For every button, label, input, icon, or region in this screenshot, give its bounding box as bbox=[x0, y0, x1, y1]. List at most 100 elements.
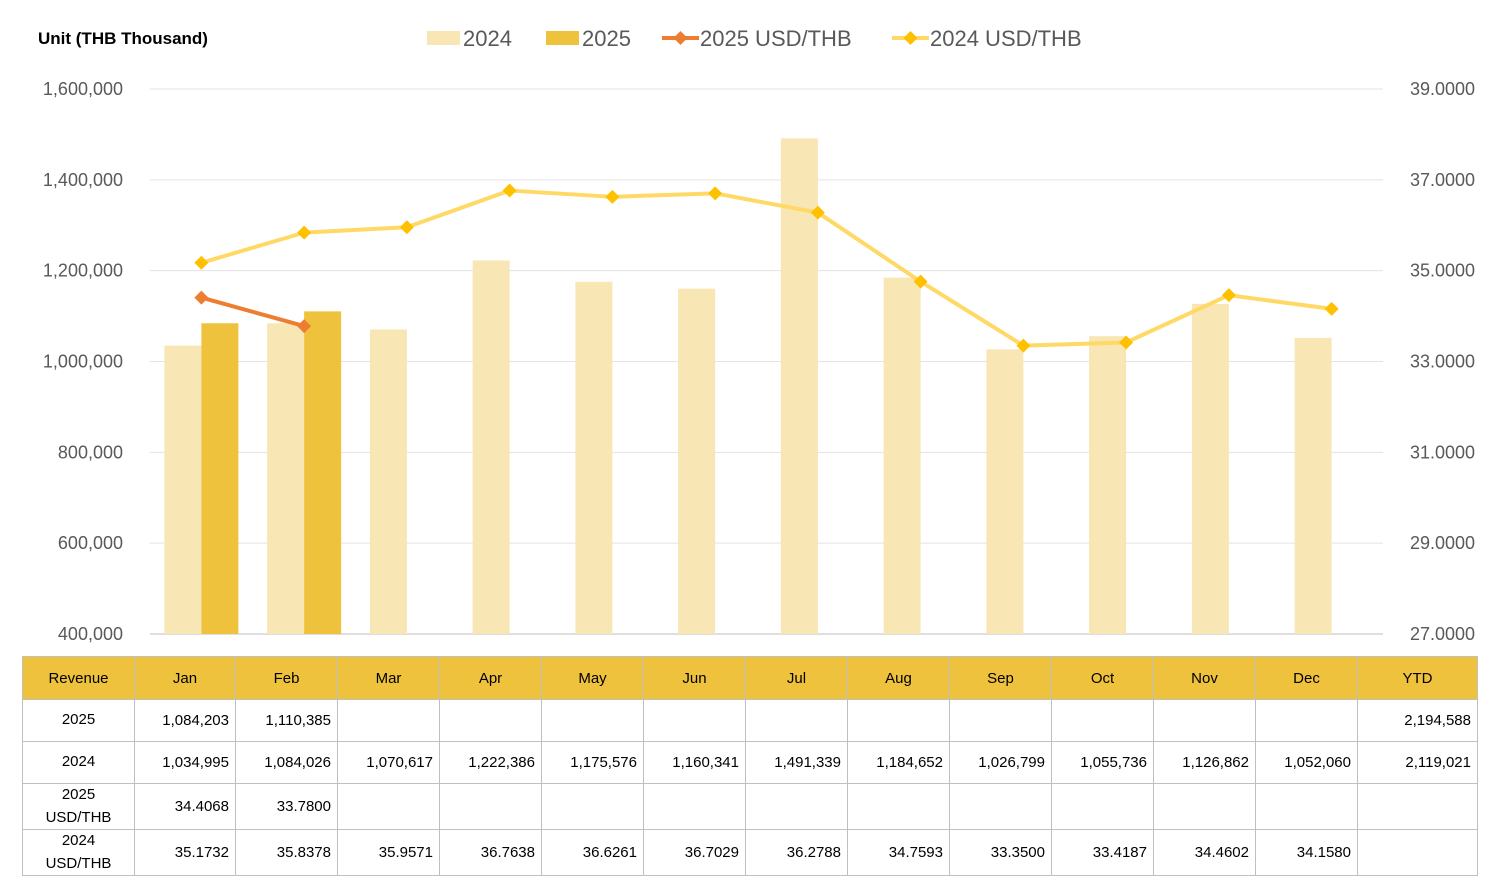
marker-2024-usd-thb-jan bbox=[194, 255, 209, 270]
marker-2024-usd-thb-mar bbox=[399, 220, 414, 235]
line-2024-usd-thb bbox=[200, 188, 1332, 348]
table-cell: 1,126,862 bbox=[1153, 741, 1256, 784]
revenue-exchange-rate-chart: Unit (THB Thousand) 2024 2025 2025 USD/T… bbox=[38, 26, 1475, 644]
table-cell: 1,184,652 bbox=[847, 741, 950, 784]
table-cell: 34.4068 bbox=[134, 783, 236, 830]
marker-2024-usd-thb-apr bbox=[502, 183, 517, 198]
table-cell: 1,052,060 bbox=[1255, 741, 1358, 784]
table-header-cell: Sep bbox=[949, 656, 1052, 700]
left-tick-label: 1,000,000 bbox=[43, 352, 123, 372]
table-row: 2025 1,084,203 1,110,385 2,194,588 bbox=[22, 699, 1478, 742]
table-header-cell: Nov bbox=[1153, 656, 1256, 700]
right-tick-label: 37.0000 bbox=[1410, 170, 1475, 190]
table-cell: 36.6261 bbox=[541, 829, 644, 876]
table-cell: 33.7800 bbox=[235, 783, 338, 830]
marker-2024-usd-thb-oct bbox=[1119, 335, 1134, 350]
table-cell: 34.7593 bbox=[847, 829, 950, 876]
table-header-cell: Dec bbox=[1255, 656, 1358, 700]
table-row-label: 2024 bbox=[22, 741, 135, 784]
table-cell bbox=[1255, 783, 1358, 830]
left-tick-label: 1,200,000 bbox=[43, 261, 123, 281]
table-cell: 35.9571 bbox=[337, 829, 440, 876]
table-row-label: 2024 USD/THB bbox=[22, 829, 135, 876]
right-tick-label: 31.0000 bbox=[1410, 442, 1475, 462]
bar-2024-oct bbox=[1089, 336, 1127, 634]
table-row: 2024 1,034,995 1,084,026 1,070,617 1,222,386… bbox=[22, 741, 1478, 784]
table-cell: 1,491,339 bbox=[745, 741, 848, 784]
table-cell: 1,084,203 bbox=[134, 699, 236, 742]
marker-2025-usd-thb-jan bbox=[194, 290, 209, 305]
table-row: 2025 USD/THB 34.4068 33.7800 bbox=[22, 783, 1478, 830]
table-header-cell: Oct bbox=[1051, 656, 1154, 700]
chart-legend: 2024 2025 2025 USD/THB 2024 USD/THB bbox=[427, 26, 1082, 51]
table-cell bbox=[643, 783, 746, 830]
bar-2024-jan bbox=[164, 345, 202, 634]
legend-marker-2024-usdthb bbox=[903, 31, 918, 45]
table-cell bbox=[439, 783, 542, 830]
table-cell: 2,119,021 bbox=[1357, 741, 1478, 784]
right-tick-label: 33.0000 bbox=[1410, 352, 1475, 372]
table-cell bbox=[745, 783, 848, 830]
table-cell: 34.4602 bbox=[1153, 829, 1256, 876]
table-cell bbox=[949, 699, 1052, 742]
table-header-cell: YTD bbox=[1357, 656, 1478, 700]
left-axis-ticks: 1,600,000 1,400,000 1,200,000 1,000,000 800,… bbox=[43, 79, 123, 644]
table-row-label: 2025 USD/THB bbox=[22, 783, 135, 830]
table-cell: 33.3500 bbox=[949, 829, 1052, 876]
line-2025-usd-thb bbox=[200, 295, 305, 329]
bar-2024-mar bbox=[369, 329, 407, 634]
bar-2025-feb bbox=[304, 311, 342, 634]
marker-2024-usd-thb-jul bbox=[810, 205, 825, 220]
bar-2024-dec bbox=[1294, 337, 1332, 634]
table-header-cell: Mar bbox=[337, 656, 440, 700]
legend-swatch-2025 bbox=[546, 31, 579, 45]
bar-2024-feb bbox=[267, 323, 305, 634]
line-series bbox=[194, 183, 1339, 353]
table-cell: 36.7029 bbox=[643, 829, 746, 876]
marker-2024-usd-thb-dec bbox=[1324, 301, 1339, 316]
left-tick-label: 800,000 bbox=[58, 442, 123, 462]
bar-2024-jun bbox=[678, 288, 716, 634]
table-cell bbox=[949, 783, 1052, 830]
table-header-cell: Revenue bbox=[22, 656, 135, 700]
table-header-cell: Aug bbox=[847, 656, 950, 700]
table-cell: 36.7638 bbox=[439, 829, 542, 876]
right-axis-ticks: 39.0000 37.0000 35.0000 33.0000 31.0000 29.00… bbox=[1410, 79, 1475, 644]
table-cell: 35.1732 bbox=[134, 829, 236, 876]
marker-2024-usd-thb-feb bbox=[297, 225, 312, 240]
bar-series bbox=[164, 138, 1332, 634]
left-tick-label: 1,600,000 bbox=[43, 79, 123, 99]
marker-2024-usd-thb-aug bbox=[913, 274, 928, 289]
right-tick-label: 27.0000 bbox=[1410, 624, 1475, 644]
table-cell: 1,110,385 bbox=[235, 699, 338, 742]
bar-2024-nov bbox=[1191, 303, 1229, 634]
table-cell: 1,084,026 bbox=[235, 741, 338, 784]
legend-label-2024: 2024 bbox=[463, 26, 512, 51]
table-cell bbox=[1357, 783, 1478, 830]
legend-label-2025: 2025 bbox=[582, 26, 631, 51]
unit-label: Unit (THB Thousand) bbox=[38, 29, 208, 48]
marker-2025-usd-thb-feb bbox=[297, 319, 312, 334]
right-tick-label: 39.0000 bbox=[1410, 79, 1475, 99]
marker-2024-usd-thb-may bbox=[605, 189, 620, 204]
table-header-cell: May bbox=[541, 656, 644, 700]
table-cell bbox=[847, 699, 950, 742]
table-cell bbox=[1051, 699, 1154, 742]
marker-2024-usd-thb-jun bbox=[708, 186, 723, 201]
table-cell bbox=[337, 699, 440, 742]
table-header-cell: Apr bbox=[439, 656, 542, 700]
table-cell bbox=[1255, 699, 1358, 742]
table-cell bbox=[541, 699, 644, 742]
table-cell bbox=[1357, 829, 1478, 876]
table-cell bbox=[541, 783, 644, 830]
right-tick-label: 35.0000 bbox=[1410, 261, 1475, 281]
table-cell: 1,160,341 bbox=[643, 741, 746, 784]
table-cell: 1,070,617 bbox=[337, 741, 440, 784]
left-tick-label: 400,000 bbox=[58, 624, 123, 644]
table-cell bbox=[1153, 783, 1256, 830]
table-cell: 2,194,588 bbox=[1357, 699, 1478, 742]
table-header-row: Revenue Jan Feb Mar Apr May Jun Jul Aug Sep Oct Nov… bbox=[22, 656, 1478, 700]
table-header-cell: Jul bbox=[745, 656, 848, 700]
legend-label-2025-usdthb: 2025 USD/THB bbox=[700, 26, 852, 51]
table-cell bbox=[643, 699, 746, 742]
